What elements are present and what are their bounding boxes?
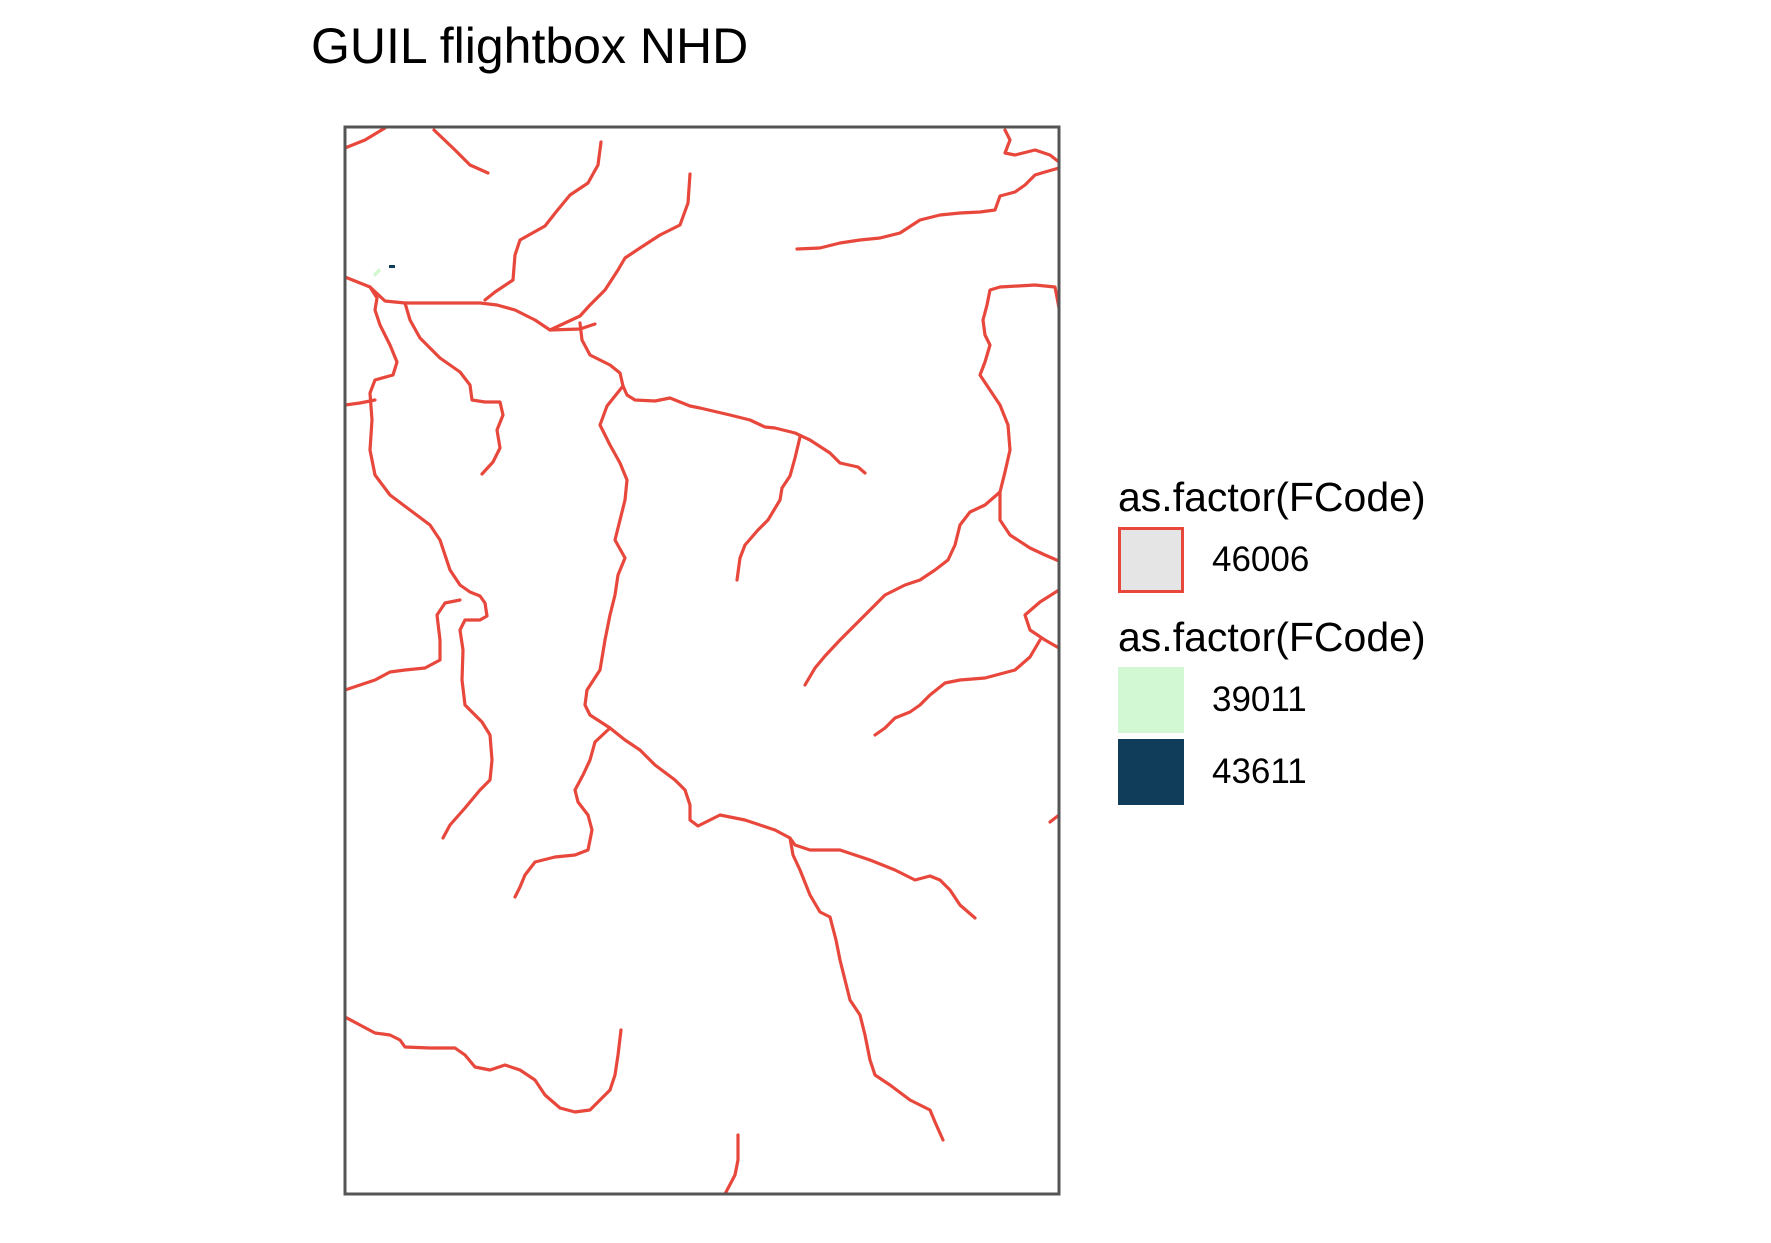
flowline (368, 285, 494, 840)
legend-group-waterbodies: as.factor(FCode) 39011 43611 (1118, 610, 1518, 808)
legend-key-fill (1118, 739, 1184, 805)
legend-key-fill (1118, 667, 1184, 733)
flowline (723, 1133, 740, 1194)
flowline (432, 128, 490, 175)
flowline (1003, 128, 1059, 164)
legend-group-flowlines: as.factor(FCode) 46006 (1118, 470, 1518, 596)
legend-item-43611: 43611 (1118, 736, 1518, 808)
flowline (773, 426, 867, 475)
flowline (513, 726, 612, 899)
legend-item-39011: 39011 (1118, 664, 1518, 736)
map-frame-border (343, 125, 1061, 1196)
legend-title: as.factor(FCode) (1118, 614, 1426, 660)
flowline (345, 598, 462, 692)
legend-item-46006: 46006 (1118, 524, 1518, 596)
flowline (345, 398, 377, 407)
flowline (345, 275, 597, 332)
flowline (403, 301, 505, 476)
map-title: GUIL flightbox NHD (311, 18, 749, 74)
flowline (803, 283, 1059, 687)
flowline (345, 127, 387, 150)
flowline (795, 166, 1059, 251)
legend-title: as.factor(FCode) (1118, 474, 1426, 520)
flowline (583, 384, 977, 920)
flowline (788, 836, 945, 1142)
legend-label: 39011 (1212, 680, 1307, 719)
waterbody-43611 (389, 265, 395, 268)
flowline (998, 490, 1059, 563)
flowline (578, 321, 777, 430)
flowline (1023, 588, 1059, 650)
flowline (345, 1015, 623, 1114)
flowline (483, 140, 603, 302)
flowline (548, 172, 692, 332)
legend: as.factor(FCode) 46006 as.factor(FCode) … (1118, 470, 1518, 822)
waterbody-features (373, 265, 395, 277)
flowline (735, 435, 802, 582)
flowline-network (345, 127, 1059, 1194)
flowline (873, 638, 1042, 737)
waterbody-39011 (373, 268, 381, 277)
legend-key-line (1118, 527, 1184, 593)
legend-label: 43611 (1212, 752, 1307, 791)
legend-label: 46006 (1212, 540, 1310, 579)
